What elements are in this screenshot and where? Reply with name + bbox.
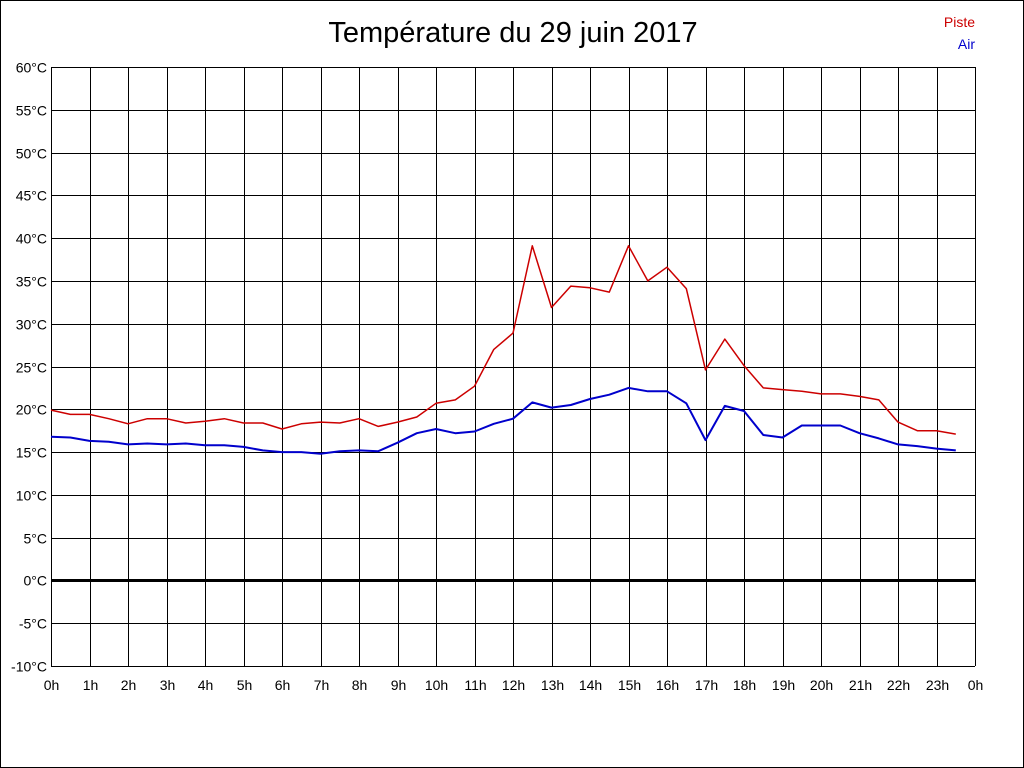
x-tick-label: 9h: [391, 677, 407, 693]
x-tick-label: 23h: [926, 677, 949, 693]
legend-entry-piste: Piste: [943, 14, 975, 30]
legend-entry-air: Air: [957, 36, 975, 52]
x-tick-label: 3h: [160, 677, 176, 693]
y-tick-label: 50°C: [16, 146, 47, 162]
x-tick-label: 0h: [44, 677, 60, 693]
x-tick-label: 0h: [968, 677, 984, 693]
x-tick-label: 20h: [810, 677, 833, 693]
x-tick-label: 18h: [733, 677, 756, 693]
x-tick-label: 6h: [275, 677, 291, 693]
x-tick-label: 8h: [352, 677, 368, 693]
grid: [51, 67, 976, 667]
x-tick-label: 5h: [237, 677, 253, 693]
x-tick-label: 2h: [121, 677, 137, 693]
y-tick-label: 5°C: [24, 531, 48, 547]
x-tick-label: 13h: [541, 677, 564, 693]
x-tick-label: 10h: [425, 677, 448, 693]
y-tick-label: 40°C: [16, 231, 47, 247]
x-tick-label: 7h: [314, 677, 330, 693]
y-tick-label: 35°C: [16, 274, 47, 290]
x-tick-label: 16h: [656, 677, 679, 693]
y-tick-label: 15°C: [16, 445, 47, 461]
x-tick-label: 15h: [618, 677, 641, 693]
y-tick-label: 55°C: [16, 103, 47, 119]
x-tick-label: 12h: [502, 677, 525, 693]
x-tick-label: 1h: [83, 677, 99, 693]
series-line-piste: [50, 245, 956, 435]
x-tick-label: 11h: [464, 677, 486, 693]
x-tick-label: 21h: [849, 677, 872, 693]
y-tick-label: 45°C: [16, 188, 47, 204]
series-layer: [50, 245, 956, 455]
x-tick-label: 22h: [887, 677, 910, 693]
y-tick-label: 10°C: [16, 488, 47, 504]
y-tick-label: 25°C: [16, 360, 47, 376]
series-line-air: [50, 386, 956, 455]
y-tick-label: 60°C: [16, 60, 47, 76]
y-tick-label: 0°C: [24, 573, 48, 589]
x-tick-label: 14h: [579, 677, 602, 693]
x-tick-label: 19h: [772, 677, 795, 693]
tick-labels: -10°C -5°C 0°C 5°C 10°C 15°C 20°C 25°C 30°C 35°C 4…: [11, 60, 983, 694]
y-tick-label: 30°C: [16, 317, 47, 333]
chart-title: Température du 29 juin 2017: [328, 17, 698, 49]
x-tick-label: 4h: [198, 677, 214, 693]
y-tick-label: 20°C: [16, 402, 47, 418]
x-tick-label: 17h: [695, 677, 718, 693]
y-tick-label: -10°C: [11, 659, 47, 675]
y-tick-label: -5°C: [19, 616, 47, 632]
